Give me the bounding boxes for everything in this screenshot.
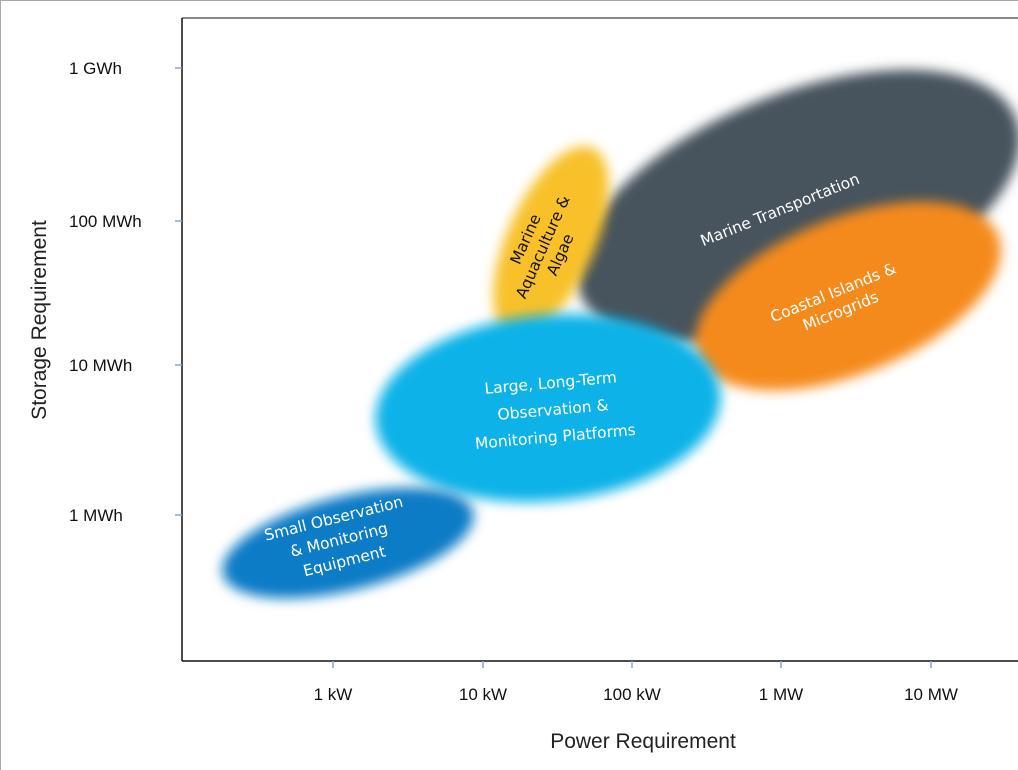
x-tick-label: 1 MW: [759, 685, 803, 704]
y-tick-label: 10 MWh: [69, 356, 132, 375]
x-tick-label: 10 MW: [904, 685, 958, 704]
x-tick-label: 100 kW: [603, 685, 661, 704]
y-tick-label: 1 MWh: [69, 506, 123, 525]
x-axis-title: Power Requirement: [550, 730, 736, 753]
y-axis-title: Storage Requirement: [28, 220, 51, 420]
region-ellipse: [222, 487, 474, 599]
region-ellipse: [694, 201, 1002, 391]
region-small-observation-monitoring-equipment: Small Observation& MonitoringEquipment: [222, 487, 474, 599]
region-coastal-islands-microgrids: Coastal Islands &Microgrids: [694, 201, 1002, 391]
x-tick-label: 1 kW: [314, 685, 353, 704]
y-tick-label: 1 GWh: [69, 59, 122, 78]
region-large-long-term-observation-monitoring-platforms: Large, Long-TermObservation &Monitoring …: [375, 314, 721, 502]
region-marine-aquaculture-algae: MarineAquaculture &Algae: [493, 146, 609, 336]
x-tick-label: 10 kW: [459, 685, 507, 704]
region-ellipse: [375, 314, 721, 502]
region-ellipse: [493, 146, 609, 336]
y-tick-label: 100 MWh: [69, 212, 142, 231]
